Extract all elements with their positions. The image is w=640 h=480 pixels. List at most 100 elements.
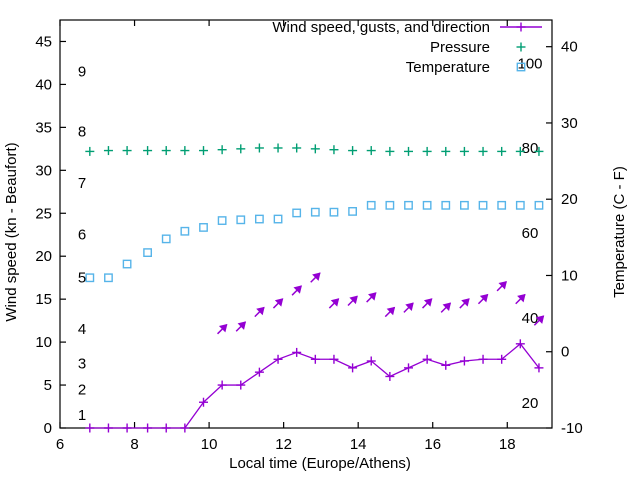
wind-arrow [422,298,433,309]
wind-arrow [217,323,228,335]
y-tick-label: 10 [35,334,52,351]
wind-arrow [533,315,545,326]
fahrenheit-label: 80 [522,140,539,157]
y2-tick-label: 0 [561,344,569,361]
fahrenheit-label: 100 [517,55,542,72]
wind-arrow [310,272,321,283]
y2-tick-label: 30 [561,115,578,132]
x-tick-label: 10 [201,436,218,453]
wind-arrow [254,306,265,318]
beaufort-label: 4 [78,321,86,338]
legend-entry: Wind speed, gusts, and direction [272,19,542,36]
data-point-marker [478,200,488,210]
legend-entry: Temperature [406,59,526,76]
fahrenheit-label: 20 [522,395,539,412]
legend-entry: Pressure [430,39,526,56]
beaufort-label: 9 [78,64,86,81]
y-tick-label: 15 [35,291,52,308]
data-point-marker [497,200,507,210]
wind-arrow [328,298,340,309]
wind-arrow [384,306,396,318]
data-point-marker [104,273,113,283]
x-axis-ticks: 6 8 10 12 14 16 18 [56,20,516,453]
data-point-marker [310,207,320,217]
y2-axis-label: Temperature (C - F) [611,166,628,298]
legend-label: Wind speed, gusts, and direction [272,19,490,36]
wind-arrow [272,298,284,309]
beaufort-scale-labels: 1 2 3 4 5 6 7 8 9 [78,64,86,425]
y2-tick-label: 40 [561,39,578,56]
y-tick-label: 30 [35,162,52,179]
data-point-marker [180,226,190,236]
x-tick-label: 14 [350,436,367,453]
y-axis-label: Wind speed (kn - Beaufort) [3,142,20,321]
fahrenheit-label: 40 [522,310,539,327]
x-tick-label: 6 [56,436,64,453]
x-tick-label: 16 [424,436,441,453]
x-tick-label: 12 [275,436,292,453]
data-point-marker [217,216,227,225]
data-point-marker [143,248,152,257]
wind-arrow [477,293,489,305]
y2-tick-label: 10 [561,267,578,284]
y-tick-label: 20 [35,248,52,265]
y2-tick-label: 20 [561,191,578,208]
series-wind-speed [85,339,544,433]
fahrenheit-scale-labels: 20 40 60 80 100 [517,55,542,411]
beaufort-label: 1 [78,407,86,424]
y-tick-label: 40 [35,76,52,93]
legend-label: Temperature [406,59,490,76]
wind-direction-arrows [217,272,545,335]
x-axis-label: Local time (Europe/Athens) [229,455,411,472]
wind-arrow [366,292,377,303]
beaufort-label: 5 [78,270,86,287]
wind-arrow [459,298,470,309]
wind-arrow [440,302,452,313]
wind-arrow [403,302,414,313]
data-point-marker [255,214,264,224]
data-point-marker [199,223,208,232]
beaufort-label: 7 [78,175,86,192]
x-tick-label: 18 [499,436,516,453]
wind-arrow [235,321,247,332]
beaufort-label: 2 [78,381,86,398]
data-point-marker [329,207,339,217]
y-tick-label: 5 [44,377,52,394]
y-tick-label: 0 [44,420,52,437]
data-point-marker [236,215,246,225]
data-point-marker [516,62,526,72]
data-point-marker [460,200,469,210]
data-point-marker [273,214,283,224]
y-tick-label: 45 [35,33,52,50]
wind-arrow [496,281,507,292]
series-pressure [85,143,544,156]
data-point-marker [292,208,302,218]
data-point-marker [534,200,544,210]
y2-axis-ticks: -10 0 10 20 30 40 [546,39,583,437]
data-point-marker [515,200,525,210]
data-point-marker [85,273,95,283]
wind-arrow [291,285,302,296]
y2-tick-label: -10 [561,420,583,437]
data-point-marker [422,200,432,210]
data-point-marker [122,259,132,269]
data-point-marker [348,207,357,216]
y-axis-ticks: 0 5 10 15 20 25 30 35 40 45 [35,33,66,437]
data-series [85,143,544,433]
chart-legend: Wind speed, gusts, and direction Pressure… [272,19,542,76]
wind-arrow [515,293,526,305]
plot-frame [59,19,553,429]
data-point-marker [404,200,413,210]
wind-arrow [347,295,358,307]
y-tick-label: 35 [35,119,52,136]
data-point-marker [441,200,451,210]
fahrenheit-label: 60 [522,225,539,242]
series-temperature [85,200,544,283]
data-point-marker [366,200,376,210]
x-tick-label: 8 [130,436,138,453]
data-point-marker [161,234,171,244]
y-tick-label: 25 [35,205,52,222]
